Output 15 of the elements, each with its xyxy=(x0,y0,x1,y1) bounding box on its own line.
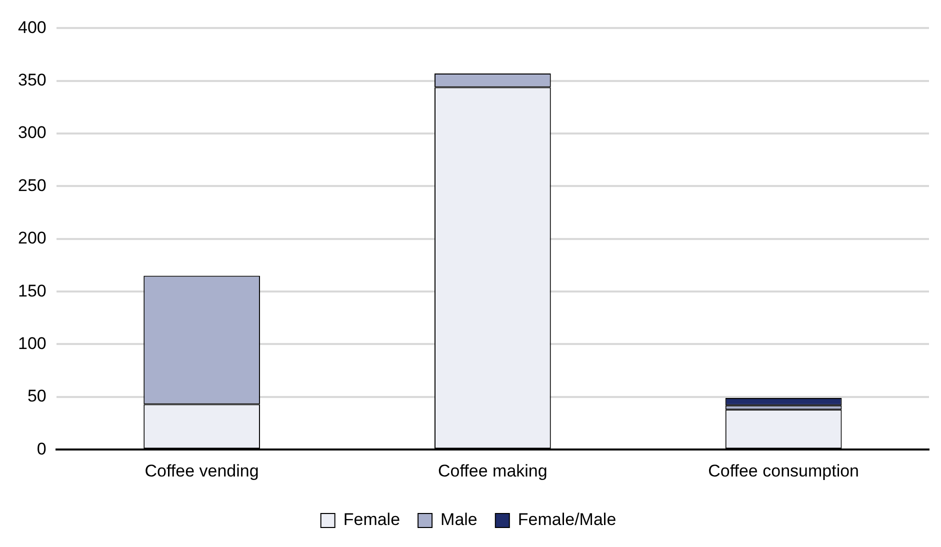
y-tick-label: 400 xyxy=(18,18,46,37)
y-tick-label: 200 xyxy=(18,228,46,248)
y-tick-label: 0 xyxy=(36,439,46,458)
y-tick-label: 250 xyxy=(18,176,46,195)
y-tick-label: 350 xyxy=(18,70,46,90)
y-tick-label: 150 xyxy=(18,281,46,300)
legend-label: Male xyxy=(440,510,478,530)
x-tick-label: Coffee consumption xyxy=(708,461,860,480)
x-tick-label: Coffee vending xyxy=(144,461,259,480)
legend-label: Female/Male xyxy=(518,510,616,530)
y-tick-label: 300 xyxy=(18,123,46,142)
x-tick-label: Coffee making xyxy=(438,461,548,480)
y-tick-label: 100 xyxy=(18,334,46,353)
legend-label: Female xyxy=(343,510,400,530)
y-tick-label: 50 xyxy=(27,386,46,406)
